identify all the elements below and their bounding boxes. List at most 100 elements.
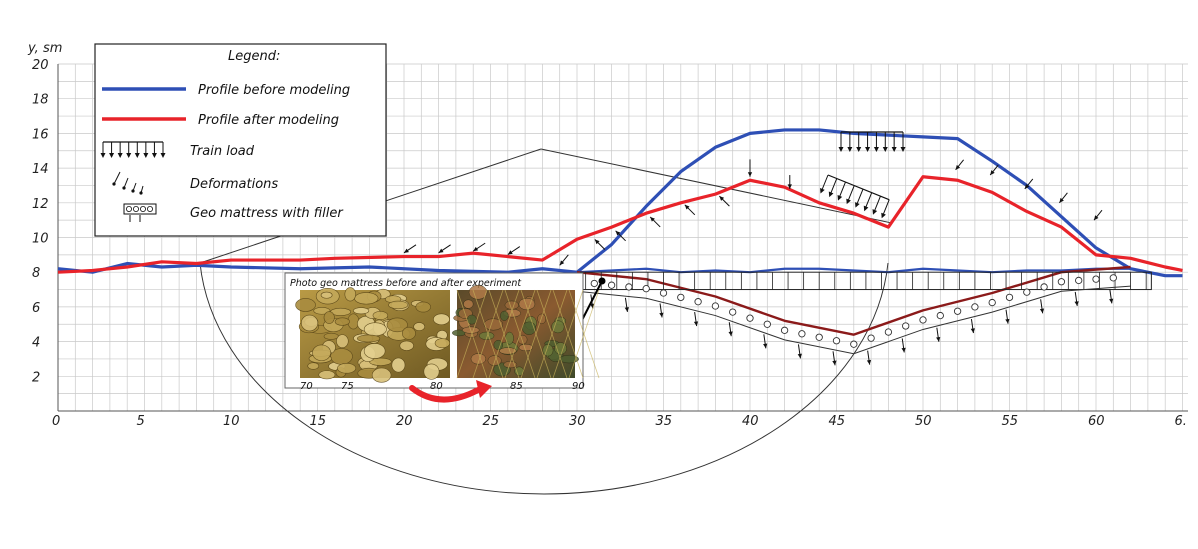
mattress-cell: [659, 289, 668, 297]
y-axis-label: y, sm: [27, 41, 62, 56]
red-transition-arrowhead: [476, 380, 492, 398]
stone-after: [463, 299, 474, 309]
train-load-icon: [820, 174, 890, 219]
stone: [423, 363, 440, 380]
series-line: [57, 175, 1183, 274]
stone: [433, 313, 450, 326]
y-tick-label: 6: [32, 301, 40, 316]
mattress-cell: [677, 293, 685, 302]
y-tick-label: 12: [32, 197, 49, 212]
series-layer: [57, 128, 1183, 336]
stone: [413, 322, 426, 331]
deformation-arrowhead: [473, 246, 479, 252]
mattress-cell: [1109, 274, 1117, 282]
stone: [337, 362, 357, 374]
load-arrowhead: [865, 147, 871, 152]
y-tick-label: 2: [32, 370, 40, 385]
load-arrowhead: [151, 153, 157, 158]
y-tick-label: 8: [32, 266, 40, 281]
deformation-arrowhead: [866, 359, 872, 365]
stone: [354, 292, 379, 305]
geogrid-line: [488, 289, 520, 379]
mattress-cell: [988, 298, 996, 307]
stone-after: [504, 300, 519, 310]
load-arrowhead: [881, 212, 886, 219]
geogrid-line: [552, 289, 584, 379]
mattress-base-line: [576, 285, 1131, 355]
deformation-arrowhead: [832, 360, 837, 366]
mattress-cell: [919, 316, 927, 324]
stone-after: [554, 342, 567, 355]
load-arrowhead: [872, 209, 878, 215]
stone: [363, 343, 386, 359]
y-tick-label: 16: [32, 127, 49, 142]
legend-arrowhead: [112, 182, 116, 186]
load-arrowhead: [900, 147, 906, 152]
stone: [434, 338, 451, 349]
load-arrowhead: [863, 205, 869, 212]
load-bar: [827, 174, 890, 201]
legend-arrowhead: [139, 191, 143, 195]
deformation-arrowhead: [659, 312, 664, 318]
stone: [323, 332, 339, 340]
series-line: [576, 265, 1131, 336]
load-arrowhead: [838, 147, 844, 152]
mattress-cell: [729, 308, 737, 316]
deformation-arrowhead: [590, 303, 595, 309]
deformation-arrowhead: [719, 196, 725, 201]
load-arrowhead: [126, 153, 132, 158]
deformation-arrows-layer: [403, 159, 1114, 366]
deformation-arrowhead: [1074, 301, 1079, 306]
stone-after: [468, 285, 488, 300]
x-tick-label: 0: [52, 414, 60, 429]
y-tick-label: 4: [32, 336, 40, 351]
stone: [388, 300, 409, 310]
legend-arrow: [123, 177, 129, 189]
mattress-icon-cell: [132, 205, 139, 212]
geogrid-line: [536, 289, 568, 379]
mattress-cell: [780, 326, 789, 334]
mattress-icon-cell: [139, 205, 146, 212]
deformation-arrowhead: [936, 336, 941, 342]
deformation-arrowhead: [404, 248, 409, 253]
mattress-cell: [711, 302, 720, 310]
stone: [363, 322, 387, 337]
load-arrowhead: [837, 195, 843, 201]
legend-arrowhead: [122, 186, 126, 190]
inset-tick-label: 90: [572, 381, 585, 392]
stone: [399, 340, 414, 351]
mattress-cell: [763, 320, 771, 328]
mattress-cell: [902, 322, 910, 330]
stone: [320, 291, 333, 299]
mattress-cell: [1057, 278, 1066, 286]
deformation-arrowhead: [955, 164, 961, 170]
load-arrowhead: [828, 191, 834, 198]
mattress-cell: [936, 311, 944, 320]
mattress-cell: [1075, 276, 1083, 285]
stone-after: [479, 331, 495, 340]
load-arrowhead: [117, 153, 123, 158]
inset-tick-label: 80: [430, 381, 443, 392]
photo-inset: Photo geo mattress before and after expe…: [284, 272, 600, 403]
load-arrowhead: [820, 187, 825, 194]
x-tick-label: 25: [483, 414, 500, 429]
y-tick-label: 18: [32, 93, 49, 108]
stone: [307, 362, 320, 370]
mattress-cell: [746, 314, 754, 322]
legend-item-label: Profile after modeling: [198, 113, 339, 128]
deformation-arrowhead: [763, 343, 768, 349]
deformation-arrowhead: [728, 331, 733, 337]
train-loads-layer: [820, 131, 906, 219]
legend-arrow: [113, 171, 121, 185]
deformation-arrowhead: [990, 170, 995, 176]
mattress-cell: [694, 298, 702, 306]
geogrid-line: [568, 289, 600, 379]
stone-after: [500, 310, 509, 321]
stone: [357, 334, 381, 343]
deformation-arrowhead: [1094, 215, 1099, 221]
stone-after: [499, 347, 517, 355]
deformation-arrowhead: [650, 216, 655, 222]
x-tick-label: 15: [310, 414, 327, 429]
load-arrowhead: [160, 153, 166, 158]
stone-after: [537, 313, 547, 325]
